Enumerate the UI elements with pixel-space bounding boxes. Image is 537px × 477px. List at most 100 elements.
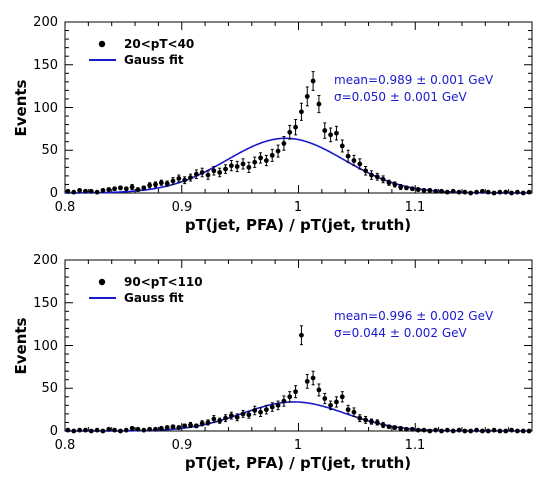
data-point <box>269 152 275 158</box>
data-point <box>322 396 328 401</box>
x-axis-title: pT(jet, PFA) / pT(jet, truth) <box>185 216 411 234</box>
data-point <box>188 422 193 428</box>
data-point <box>380 176 386 182</box>
data-point <box>299 332 304 338</box>
data-point <box>281 141 287 146</box>
data-point <box>491 190 497 196</box>
data-point <box>503 189 509 195</box>
data-point <box>339 143 345 149</box>
data-point <box>112 427 118 433</box>
data-point <box>345 407 351 413</box>
data-point <box>106 426 112 432</box>
data-point <box>392 425 398 430</box>
data-point <box>515 428 520 434</box>
data-point <box>199 420 205 426</box>
y-tick-label: 100 <box>33 339 58 354</box>
data-point <box>94 189 100 195</box>
data-point <box>153 426 158 432</box>
data-point <box>310 78 316 84</box>
data-point <box>456 189 462 195</box>
legend-marker-points <box>98 278 106 286</box>
data-point <box>520 190 526 196</box>
legend-entry-data: 20<pT<40 <box>124 37 194 51</box>
gauss-fit-curve <box>64 137 532 194</box>
data-point <box>77 427 82 433</box>
data-point <box>421 427 427 433</box>
data-point <box>287 129 293 135</box>
points-layer <box>65 325 532 434</box>
data-point <box>94 427 100 433</box>
fit-sigma-annotation: σ=0.044 ± 0.002 GeV <box>334 326 468 340</box>
data-point <box>164 425 170 430</box>
data-point <box>158 426 164 431</box>
points-layer <box>65 71 532 196</box>
data-point <box>444 189 450 195</box>
x-tick-label: 0.8 <box>55 438 76 453</box>
data-point <box>450 428 456 434</box>
x-tick-label: 0.9 <box>172 200 193 215</box>
data-point <box>217 170 223 175</box>
data-point <box>374 174 380 180</box>
data-point <box>363 417 369 423</box>
data-point <box>129 184 135 190</box>
data-point <box>176 176 182 181</box>
data-point <box>363 168 369 174</box>
y-axis-title: Events <box>12 317 30 374</box>
data-point <box>228 163 234 169</box>
y-tick-label: 150 <box>33 296 58 311</box>
data-point <box>497 189 503 195</box>
fit-mean-annotation: mean=0.996 ± 0.002 GeV <box>334 309 494 323</box>
data-point <box>398 184 404 190</box>
data-point <box>444 427 450 433</box>
data-point <box>293 124 298 130</box>
legend-entry-data: 90<pT<110 <box>124 275 203 289</box>
data-point <box>71 428 77 434</box>
axis-ticks <box>64 21 533 194</box>
data-point <box>182 177 188 183</box>
x-tick-label: 0.8 <box>55 200 76 215</box>
data-point <box>433 427 439 433</box>
data-point <box>199 170 205 175</box>
x-tick-label: 0.9 <box>172 438 193 453</box>
data-point <box>369 419 374 424</box>
data-point <box>427 188 433 193</box>
data-point <box>83 188 88 194</box>
data-point <box>77 188 82 193</box>
data-point <box>456 427 462 433</box>
data-point <box>135 426 141 432</box>
data-point <box>386 424 392 430</box>
data-point <box>246 164 252 170</box>
data-point <box>240 411 246 417</box>
x-axis-title: pT(jet, PFA) / pT(jet, truth) <box>185 454 411 472</box>
data-point <box>252 159 258 165</box>
data-point <box>404 426 409 432</box>
data-point <box>526 428 532 434</box>
x-tick-label: 1 <box>294 200 302 215</box>
y-tick-label: 0 <box>50 424 58 439</box>
data-point <box>357 415 363 421</box>
data-point <box>369 172 374 178</box>
x-tick-label: 1.1 <box>405 200 426 215</box>
data-point <box>450 188 456 194</box>
data-point <box>328 132 334 138</box>
data-point <box>462 189 468 195</box>
y-axis-title: Events <box>12 79 30 136</box>
data-point <box>223 415 228 421</box>
data-point <box>304 379 310 384</box>
data-point <box>83 427 88 433</box>
legend-entry-fit: Gauss fit <box>124 291 184 305</box>
fit-layer <box>64 137 532 194</box>
data-point <box>334 130 339 136</box>
data-point <box>252 408 258 413</box>
legend-marker-points <box>98 40 106 48</box>
data-point <box>409 426 415 432</box>
data-point <box>287 394 293 400</box>
data-point <box>404 185 409 191</box>
data-point <box>234 414 240 420</box>
data-point <box>263 407 269 413</box>
data-point <box>135 187 141 192</box>
data-point <box>147 426 153 432</box>
data-point <box>503 428 509 434</box>
data-point <box>118 428 123 434</box>
